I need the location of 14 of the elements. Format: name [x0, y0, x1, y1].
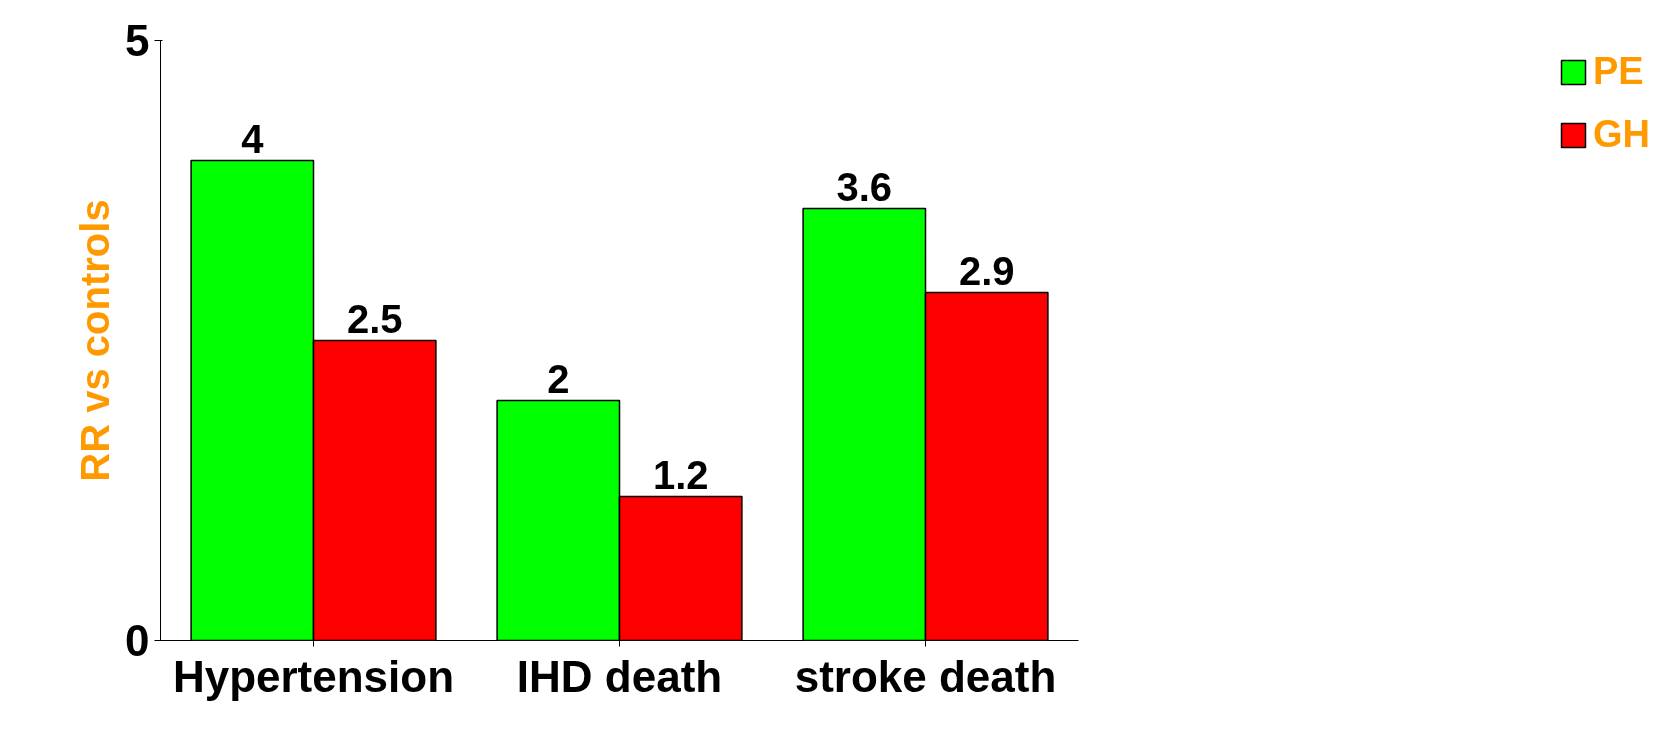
data-label: 4	[241, 116, 265, 161]
x-tick-label: IHD death	[516, 651, 723, 701]
x-tick-label: stroke death	[794, 651, 1057, 701]
data-label: 3.6	[836, 164, 893, 209]
data-label: 2.5	[346, 296, 403, 341]
data-label: 1.2	[652, 452, 709, 497]
legend-label: GH	[1593, 113, 1650, 156]
data-label: 2	[547, 356, 570, 401]
y-tick-label: 5	[125, 16, 150, 65]
y-tick-label: 0	[125, 616, 150, 665]
legend-label: PE	[1593, 50, 1644, 93]
x-tick-label: Hypertension	[172, 651, 455, 701]
y-axis-title: RR vs controls	[73, 199, 118, 482]
data-label: 2.9	[958, 248, 1015, 293]
